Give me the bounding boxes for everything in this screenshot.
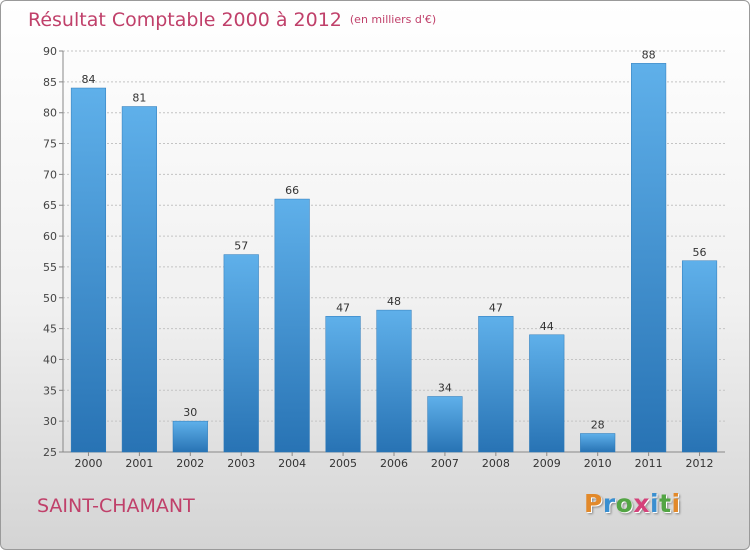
bar xyxy=(478,316,514,453)
y-tick-label: 85 xyxy=(43,76,57,89)
proxiti-logo: Proxiti xyxy=(584,489,681,518)
bar-value-label: 81 xyxy=(132,92,146,105)
x-tick-label: 2004 xyxy=(278,457,306,470)
x-tick-label: 2012 xyxy=(686,457,714,470)
bar xyxy=(529,334,565,453)
logo-letter: r xyxy=(602,489,616,518)
bar xyxy=(121,106,157,453)
y-tick-label: 75 xyxy=(43,138,57,151)
bar-value-label: 47 xyxy=(489,301,503,314)
chart-title-text: Résultat Comptable 2000 à 2012 xyxy=(28,9,342,31)
x-tick-label: 2007 xyxy=(431,457,459,470)
x-tick-label: 2005 xyxy=(329,457,357,470)
y-tick-label: 80 xyxy=(43,107,57,120)
x-tick-label: 2009 xyxy=(533,457,561,470)
bar-value-label: 84 xyxy=(81,73,95,86)
bar-value-label: 34 xyxy=(438,381,452,394)
x-tick-label: 2006 xyxy=(380,457,408,470)
bar-value-label: 66 xyxy=(285,184,299,197)
chart-subtitle: (en milliers d'€) xyxy=(349,13,437,26)
logo-letter: t xyxy=(659,489,672,518)
logo-letter: i xyxy=(671,489,681,518)
bar-value-label: 28 xyxy=(591,418,605,431)
x-tick-label: 2011 xyxy=(635,457,663,470)
town-name: SAINT-CHAMANT xyxy=(37,495,195,517)
y-tick-label: 50 xyxy=(43,292,57,305)
x-tick-label: 2003 xyxy=(227,457,255,470)
y-tick-label: 25 xyxy=(43,446,57,459)
y-tick-label: 90 xyxy=(43,45,57,58)
y-tick-label: 35 xyxy=(43,384,57,397)
bar-value-label: 44 xyxy=(540,320,554,333)
bar xyxy=(172,420,208,453)
bar-value-label: 47 xyxy=(336,301,350,314)
y-tick-label: 45 xyxy=(43,323,57,336)
logo-letter: P xyxy=(584,489,603,518)
x-tick-label: 2010 xyxy=(584,457,612,470)
x-tick-label: 2001 xyxy=(125,457,153,470)
logo-letter: i xyxy=(650,489,660,518)
y-tick-label: 30 xyxy=(43,415,57,428)
bar xyxy=(631,63,667,453)
bar xyxy=(376,309,412,453)
bar-value-label: 30 xyxy=(183,406,197,419)
y-tick-label: 40 xyxy=(43,353,57,366)
chart-title: Résultat Comptable 2000 à 2012 (en millie… xyxy=(28,9,436,31)
bar xyxy=(580,433,616,453)
bar-value-label: 88 xyxy=(642,48,656,61)
bar xyxy=(274,198,310,453)
y-tick-label: 70 xyxy=(43,168,57,181)
x-tick-label: 2000 xyxy=(74,457,102,470)
bar xyxy=(681,260,718,453)
x-tick-label: 2008 xyxy=(482,457,510,470)
x-tick-label: 2002 xyxy=(176,457,204,470)
logo-letter: x xyxy=(633,489,650,518)
bar xyxy=(223,254,259,453)
bar-value-label: 57 xyxy=(234,240,248,253)
logo-letter: o xyxy=(615,489,634,518)
y-tick-label: 55 xyxy=(43,261,57,274)
bar xyxy=(325,316,361,453)
y-tick-label: 65 xyxy=(43,199,57,212)
bar xyxy=(427,396,463,453)
bar-value-label: 48 xyxy=(387,295,401,308)
bar-value-label: 56 xyxy=(693,246,707,259)
y-tick-label: 60 xyxy=(43,230,57,243)
bar xyxy=(70,87,107,453)
